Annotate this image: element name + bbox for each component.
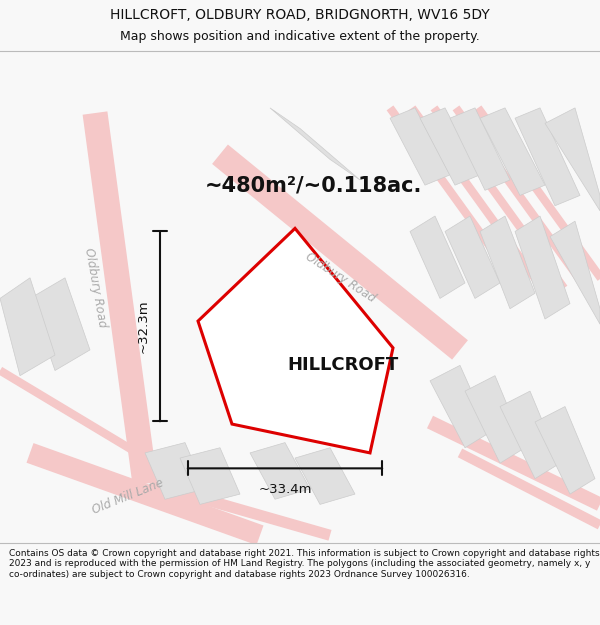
Polygon shape: [250, 442, 310, 499]
Polygon shape: [145, 442, 205, 499]
Polygon shape: [420, 108, 480, 185]
Polygon shape: [295, 448, 355, 504]
Polygon shape: [30, 278, 90, 371]
Text: Oldbury Road: Oldbury Road: [302, 251, 377, 305]
Text: HILLCROFT: HILLCROFT: [287, 356, 398, 374]
Polygon shape: [430, 366, 490, 448]
Polygon shape: [480, 216, 535, 309]
Polygon shape: [390, 108, 450, 185]
Text: HILLCROFT, OLDBURY ROAD, BRIDGNORTH, WV16 5DY: HILLCROFT, OLDBURY ROAD, BRIDGNORTH, WV1…: [110, 8, 490, 22]
Text: Old Mill Lane: Old Mill Lane: [91, 476, 166, 516]
Polygon shape: [450, 108, 510, 190]
Polygon shape: [550, 221, 600, 324]
Polygon shape: [0, 278, 55, 376]
Polygon shape: [445, 216, 500, 298]
Polygon shape: [410, 216, 465, 298]
Polygon shape: [545, 108, 600, 211]
Text: Oldbury Road: Oldbury Road: [82, 248, 109, 329]
Polygon shape: [515, 108, 580, 206]
Text: ~480m²/~0.118ac.: ~480m²/~0.118ac.: [205, 175, 422, 195]
Text: Map shows position and indicative extent of the property.: Map shows position and indicative extent…: [120, 31, 480, 43]
Polygon shape: [515, 216, 570, 319]
Polygon shape: [480, 108, 545, 196]
Text: Contains OS data © Crown copyright and database right 2021. This information is : Contains OS data © Crown copyright and d…: [9, 549, 599, 579]
Polygon shape: [180, 448, 240, 504]
Polygon shape: [500, 391, 560, 479]
Text: ~32.3m: ~32.3m: [137, 299, 150, 353]
Polygon shape: [270, 108, 360, 180]
Polygon shape: [465, 376, 525, 463]
Text: ~33.4m: ~33.4m: [258, 482, 312, 496]
Polygon shape: [198, 228, 393, 453]
Polygon shape: [535, 406, 595, 494]
